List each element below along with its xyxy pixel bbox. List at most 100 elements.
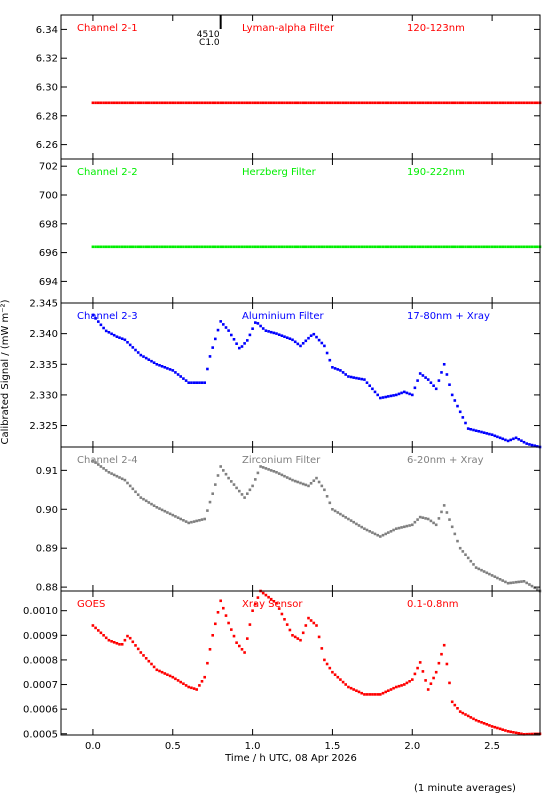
data-point: [184, 379, 188, 382]
data-point: [496, 435, 499, 439]
channel-label: Channel 2-3: [77, 311, 138, 322]
filter-label: Herzberg Filter: [242, 167, 317, 178]
data-point: [453, 703, 457, 707]
data-point: [272, 331, 276, 335]
data-point: [269, 469, 273, 472]
data-point: [102, 634, 105, 637]
data-point: [187, 245, 190, 249]
data-point: [371, 693, 374, 696]
data-point: [530, 245, 534, 249]
y-tick-label: 0.89: [36, 544, 58, 555]
data-point: [206, 661, 209, 665]
data-point: [136, 245, 140, 249]
data-point: [509, 101, 512, 105]
data-point: [293, 479, 297, 483]
data-point: [418, 515, 422, 519]
data-point: [275, 101, 278, 105]
data-point: [97, 245, 100, 249]
data-point: [219, 101, 222, 105]
data-point: [379, 396, 382, 400]
data-point: [426, 517, 430, 521]
panel-2: 694 696 698 700 702 Channel 2-2 Herzberg Filte…: [39, 158, 542, 304]
data-point: [277, 607, 281, 610]
data-point: [128, 343, 132, 347]
data-point: [349, 101, 353, 105]
data-point: [528, 101, 531, 105]
data-point: [440, 245, 443, 249]
data-point: [309, 101, 313, 105]
data-point: [339, 678, 342, 681]
data-point: [238, 101, 241, 105]
data-point: [458, 710, 462, 713]
data-point: [139, 651, 143, 654]
data-point: [498, 101, 502, 105]
data-point: [413, 520, 417, 524]
data-point: [376, 245, 379, 249]
data-point: [301, 245, 305, 249]
filter-label: Aluminium Filter: [242, 311, 325, 322]
channel-label: Channel 2-1: [77, 23, 138, 34]
data-point: [381, 691, 385, 695]
data-point: [115, 245, 119, 249]
data-point: [203, 101, 206, 105]
data-point: [477, 720, 481, 723]
data-point: [94, 626, 97, 630]
data-point: [283, 474, 286, 478]
data-point: [160, 670, 164, 674]
data-point: [296, 245, 300, 249]
data-point: [442, 101, 446, 105]
data-point: [371, 531, 374, 534]
data-point: [144, 499, 148, 503]
data-point: [304, 624, 308, 627]
averaging-note: (1 minute averages): [414, 783, 516, 794]
data-point: [269, 330, 273, 334]
data-point: [107, 638, 111, 642]
data-point: [216, 101, 220, 105]
data-point: [490, 101, 494, 105]
data-point: [341, 371, 345, 374]
data-point: [493, 434, 497, 438]
data-point: [174, 371, 177, 374]
data-point: [296, 480, 300, 484]
data-point: [445, 373, 449, 376]
data-point: [509, 581, 512, 585]
data-point: [192, 381, 196, 384]
data-point: [389, 530, 393, 533]
data-point: [498, 578, 502, 581]
data-point: [453, 245, 457, 249]
data-point: [309, 245, 313, 249]
data-point: [110, 472, 113, 475]
data-point: [110, 332, 113, 336]
data-point: [320, 101, 324, 105]
data-point: [331, 670, 334, 674]
data-point: [400, 245, 403, 249]
data-point: [283, 335, 286, 338]
data-point: [525, 101, 528, 105]
data-point: [128, 101, 132, 105]
data-point: [115, 474, 119, 478]
data-point: [474, 429, 478, 432]
data-point: [254, 602, 257, 606]
data-point: [277, 101, 281, 105]
data-point: [301, 482, 305, 486]
data-point: [395, 393, 398, 397]
data-point: [448, 101, 451, 105]
data-point: [272, 600, 276, 603]
data-point: [421, 374, 425, 377]
data-point: [291, 478, 294, 482]
data-point: [347, 375, 350, 378]
data-point: [222, 469, 225, 472]
data-point: [214, 101, 217, 105]
data-point: [477, 101, 481, 105]
data-point: [349, 519, 353, 522]
data-point: [272, 470, 276, 473]
data-point: [206, 245, 209, 249]
data-point: [91, 314, 95, 317]
data-point: [136, 493, 140, 496]
data-point: [150, 502, 153, 506]
data-point: [520, 580, 523, 583]
data-point: [413, 386, 417, 390]
data-point: [405, 524, 409, 528]
data-point: [277, 245, 281, 249]
